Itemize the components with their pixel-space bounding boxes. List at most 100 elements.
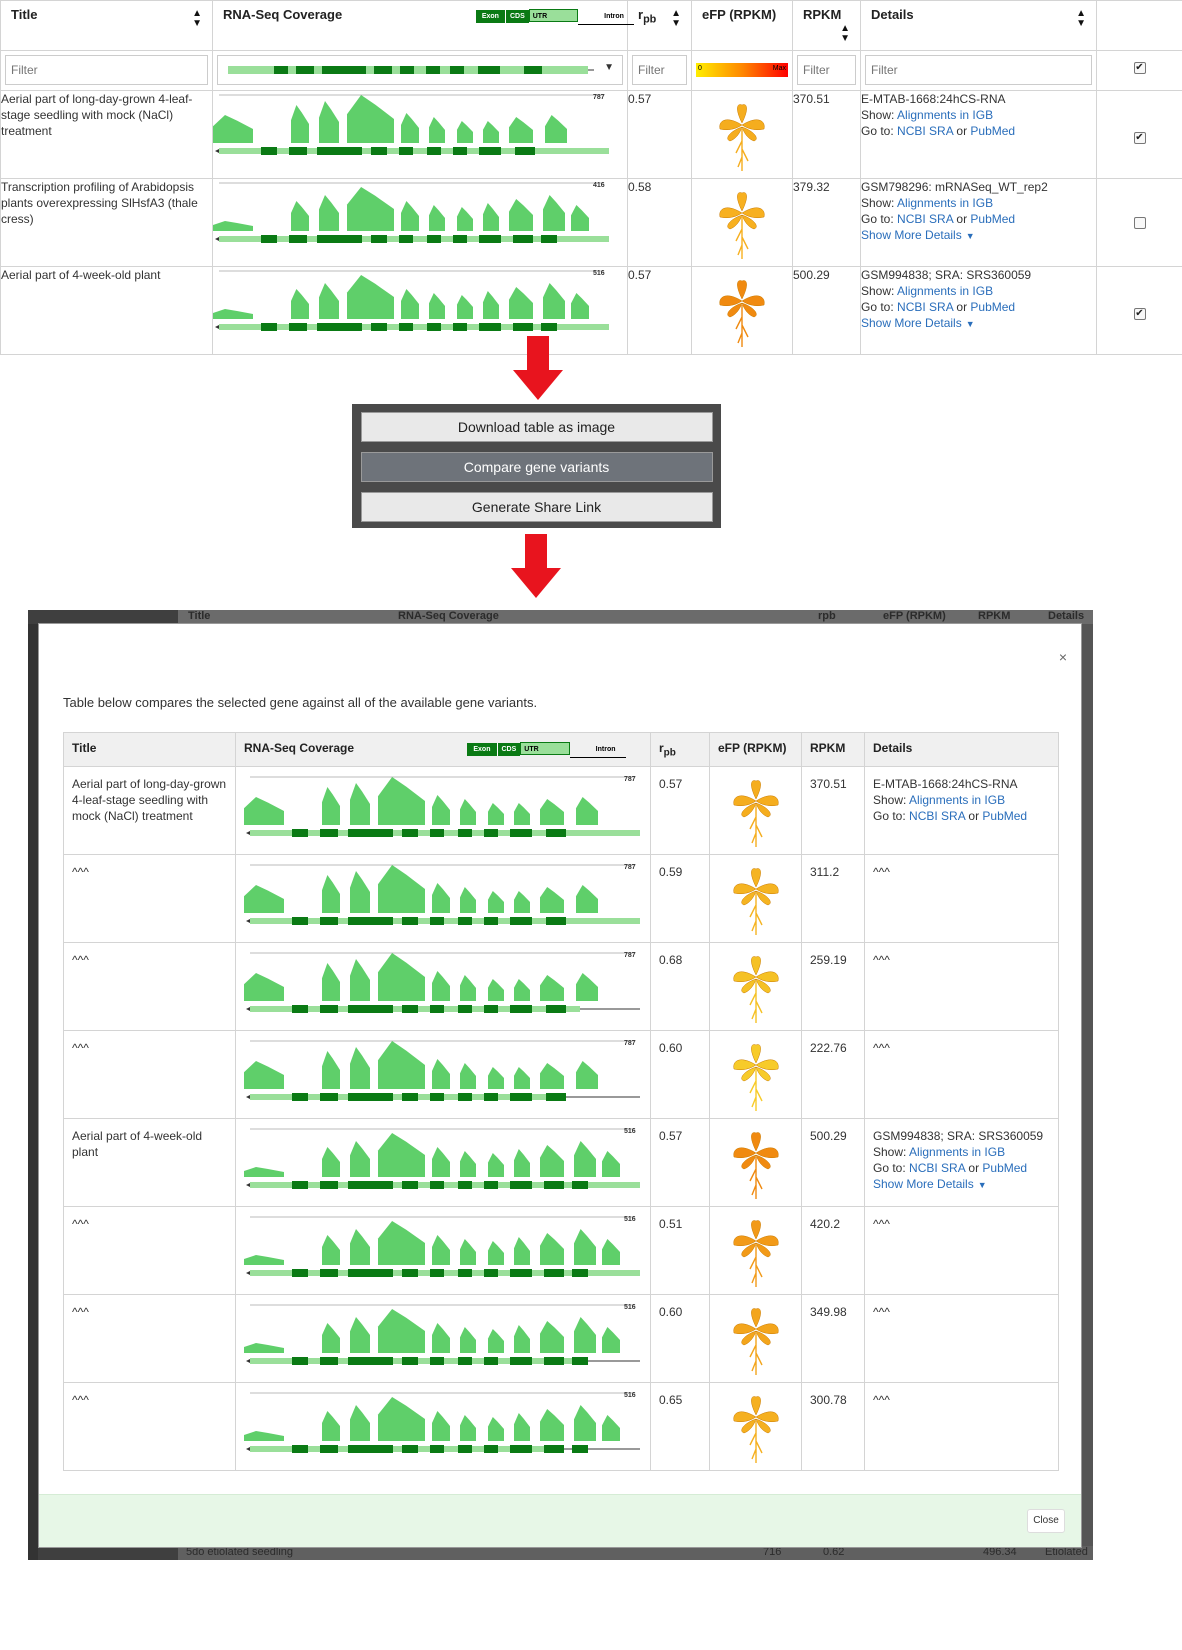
exon-block [510,1357,532,1366]
table-row: Aerial part of long-day-grown 4-leaf-sta… [63,766,1059,856]
caret-down-icon: ▼ [965,231,975,241]
coverage-plot[interactable]: 787 [244,773,644,841]
efp-plant-icon[interactable] [726,1217,786,1289]
ncbi-sra-link[interactable]: NCBI SRA [897,124,954,138]
details-ditto: ^^^ [873,1393,890,1408]
header-rpb[interactable]: rpb ▲ ▼ [627,0,692,51]
efp-leaf [741,207,765,219]
row-checkbox[interactable]: ✔ [1133,132,1146,144]
igb-link[interactable]: Alignments in IGB [909,793,1006,808]
coverage-plot[interactable]: 787 [213,91,613,159]
efp-plant-icon[interactable] [726,1305,786,1377]
header-rpkm[interactable]: RPKM ▲ ▼ [792,0,861,51]
generate-share-link-button[interactable]: Generate Share Link [360,492,713,522]
show-more-details-link[interactable]: Show More Details ▼ [861,228,975,242]
efp-leaf [755,1242,771,1258]
row-checkbox[interactable] [1133,217,1146,229]
show-more-details-link[interactable]: Show More Details ▼ [873,1177,987,1192]
coverage-max-label: 516 [624,1216,636,1223]
sort-icon[interactable]: ▲ ▼ [192,8,202,29]
pubmed-link[interactable]: PubMed [982,809,1028,824]
ncbi-sra-link[interactable]: NCBI SRA [909,1161,966,1176]
coverage-peak [488,1241,504,1266]
coverage-peak [602,1415,620,1442]
igb-link[interactable]: Alignments in IGB [897,284,994,298]
row-checkbox[interactable]: ✔ [1133,308,1146,320]
rpb-filter-input[interactable] [632,55,687,85]
compare-gene-variants-button[interactable]: Compare gene variants [360,452,713,482]
header-title[interactable]: Title ▲ ▼ [0,0,213,51]
header-details[interactable]: Details ▲ ▼ [860,0,1097,51]
exon-block [510,1005,532,1014]
coverage-peak [540,887,564,914]
close-icon[interactable]: × [1058,649,1067,665]
coverage-peak [488,803,504,826]
gene-variant-select[interactable]: ▼ [217,55,623,85]
efp-plant-icon[interactable] [726,1041,786,1113]
efp-plant-icon[interactable] [726,777,786,849]
igb-link[interactable]: Alignments in IGB [909,1145,1006,1160]
details-filter-input[interactable] [865,55,1092,85]
efp-plant-icon[interactable] [726,1393,786,1465]
efp-leaf [719,119,743,131]
coverage-peak [244,1255,284,1266]
coverage-max-label: 516 [624,1128,636,1135]
coverage-plot[interactable]: 787 [244,1037,644,1105]
efp-leaf [741,126,757,142]
table-row: ^^^ 516 0.51 420.2 ^^^ [63,1206,1059,1296]
exon-block [348,917,393,926]
efp-plant-icon[interactable] [712,277,772,349]
efp-root [748,1069,763,1112]
coverage-peak [429,293,445,319]
title-filter-input[interactable] [5,55,208,85]
select-all-checkbox[interactable]: ✔ [1133,62,1146,74]
header-title-label: Title [11,7,38,22]
coverage-peak [401,289,419,319]
coverage-peak [432,883,450,914]
exon-block [458,1445,472,1454]
details-ditto: ^^^ [873,953,890,968]
exon-block [510,917,532,926]
efp-plant-icon[interactable] [712,189,772,261]
pubmed-link[interactable]: PubMed [982,1161,1028,1176]
exon-block [453,323,467,331]
bg-header-details: Details [1048,610,1085,622]
pubmed-link[interactable]: PubMed [970,124,1016,138]
sort-icon[interactable]: ▲ ▼ [1076,8,1086,29]
table-row: Aerial part of 4-week-old plant 516 0.57… [63,1118,1059,1208]
exon-block [544,1357,564,1366]
pubmed-link[interactable]: PubMed [970,300,1016,314]
coverage-plot[interactable]: 516 [213,267,613,335]
ncbi-sra-link[interactable]: NCBI SRA [897,300,954,314]
coverage-plot[interactable]: 516 [244,1125,644,1193]
exon-block [546,917,566,926]
coverage-plot[interactable]: 516 [244,1213,644,1281]
sort-icon[interactable]: ▲ ▼ [671,8,681,29]
show-more-details-link[interactable]: Show More Details ▼ [861,316,975,330]
coverage-plot[interactable]: 416 [213,179,613,247]
chevron-down-icon[interactable]: ▼ [604,62,614,73]
pubmed-link[interactable]: PubMed [970,212,1016,226]
igb-link[interactable]: Alignments in IGB [897,196,994,210]
efp-plant-icon[interactable] [726,865,786,937]
rpkm-filter-input[interactable] [797,55,856,85]
efp-plant-icon[interactable] [726,953,786,1025]
coverage-plot[interactable]: 787 [244,949,644,1017]
coverage-plot[interactable]: 516 [244,1389,644,1457]
efp-plant-icon[interactable] [712,101,772,173]
bg-header-rpkm: RPKM [978,610,1011,622]
close-button[interactable]: Close [1027,1509,1065,1533]
row-title: ^^^ [63,1294,236,1384]
sort-icon[interactable]: ▲ ▼ [840,23,850,44]
exon-block [320,1445,338,1454]
ncbi-sra-link[interactable]: NCBI SRA [897,212,954,226]
coverage-plot[interactable]: 516 [244,1301,644,1369]
coverage-peak [378,1041,425,1090]
efp-leaf [732,1147,756,1159]
efp-plant-icon[interactable] [726,1129,786,1201]
coverage-plot[interactable]: 787 [244,861,644,929]
igb-link[interactable]: Alignments in IGB [897,108,994,122]
download-table-image-button[interactable]: Download table as image [360,412,713,442]
ncbi-sra-link[interactable]: NCBI SRA [909,809,966,824]
coverage-peak [319,101,339,143]
